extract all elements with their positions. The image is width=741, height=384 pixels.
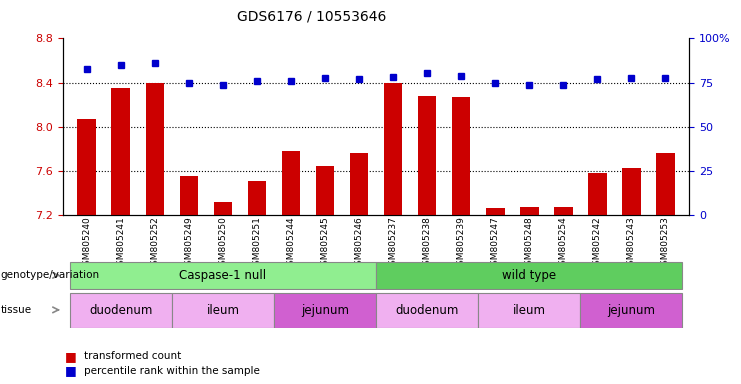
Bar — [179, 176, 199, 215]
Text: transformed count: transformed count — [84, 351, 181, 361]
Text: ileum: ileum — [207, 304, 239, 316]
Bar — [78, 119, 96, 215]
Bar — [213, 202, 232, 215]
Text: genotype/variation: genotype/variation — [1, 270, 100, 280]
Text: percentile rank within the sample: percentile rank within the sample — [84, 366, 259, 376]
Bar — [70, 262, 376, 290]
Bar — [580, 293, 682, 328]
Text: jejunum: jejunum — [608, 304, 655, 316]
Bar — [316, 167, 334, 215]
Bar — [452, 97, 471, 215]
Bar — [656, 153, 674, 215]
Bar — [172, 293, 274, 328]
Text: jejunum: jejunum — [301, 304, 349, 316]
Bar — [520, 207, 539, 215]
Bar — [588, 173, 607, 215]
Bar — [554, 207, 573, 215]
Text: ileum: ileum — [513, 304, 545, 316]
Bar — [376, 293, 478, 328]
Bar — [111, 88, 130, 215]
Text: Caspase-1 null: Caspase-1 null — [179, 269, 267, 282]
Bar — [376, 262, 682, 290]
Text: wild type: wild type — [502, 269, 556, 282]
Text: ■: ■ — [65, 364, 77, 377]
Bar — [384, 83, 402, 215]
Text: GDS6176 / 10553646: GDS6176 / 10553646 — [236, 10, 386, 23]
Bar — [418, 96, 436, 215]
Bar — [486, 209, 505, 215]
Bar — [622, 167, 641, 215]
Bar — [274, 293, 376, 328]
Bar — [350, 153, 368, 215]
Bar — [247, 181, 266, 215]
Text: duodenum: duodenum — [396, 304, 459, 316]
Text: tissue: tissue — [1, 305, 32, 315]
Bar — [478, 293, 580, 328]
Bar — [282, 151, 300, 215]
Text: ■: ■ — [65, 350, 77, 363]
Bar — [70, 293, 172, 328]
Bar — [145, 83, 165, 215]
Text: duodenum: duodenum — [89, 304, 153, 316]
